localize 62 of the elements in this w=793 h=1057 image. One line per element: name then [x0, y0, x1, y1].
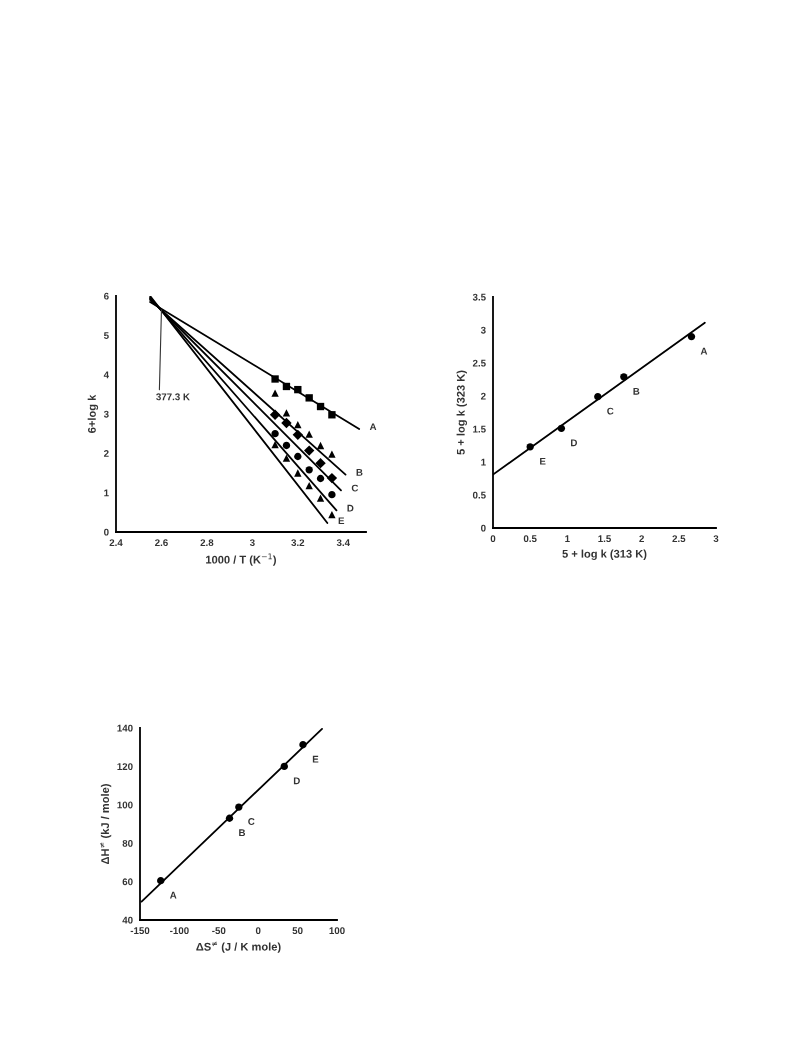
series-label: C — [607, 407, 614, 415]
series-label: A — [369, 423, 377, 431]
series-label: B — [633, 387, 640, 395]
y-tick-label: 40 — [122, 916, 133, 924]
series-label: E — [312, 755, 319, 763]
x-tick-label: 0 — [255, 927, 261, 935]
x-tick-label: 0 — [490, 535, 496, 543]
x-tick-label: 3 — [249, 539, 255, 547]
x-tick-label: 3 — [713, 535, 719, 543]
x-tick-label: 2.8 — [200, 539, 214, 547]
y-tick-label: 140 — [117, 724, 133, 732]
series-label: B — [239, 829, 246, 837]
y-tick-label: 3.5 — [472, 293, 486, 301]
x-tick-label: 100 — [329, 927, 345, 935]
series-label: D — [293, 777, 300, 785]
y-tick-label: 1.5 — [473, 425, 486, 433]
y-tick-label: 6 — [104, 292, 109, 300]
y-tick-label: 1 — [481, 458, 486, 466]
x-tick-label: 1 — [565, 535, 570, 542]
x-tick-label: 3.2 — [291, 539, 305, 547]
y-tick-label: 0 — [481, 524, 486, 532]
series-label: A — [169, 891, 177, 899]
y-tick-label: 120 — [117, 763, 133, 771]
y-tick-label: 2.5 — [472, 359, 486, 367]
y-tick-label: 1 — [104, 489, 109, 497]
x-tick-label: 2.6 — [155, 539, 168, 547]
x-tick-label: 50 — [292, 927, 303, 935]
series-label: C — [248, 818, 255, 825]
x-tick-label: 2.5 — [672, 535, 686, 543]
x-tick-label: 3.4 — [336, 539, 350, 547]
x-axis-title: 5 + log k (313 K) — [562, 549, 647, 560]
series-label: E — [540, 457, 546, 465]
series-label: D — [571, 439, 577, 447]
y-tick-label: 5 — [103, 332, 109, 339]
x-tick-label: 1.5 — [598, 535, 611, 543]
x-tick-label: 2 — [639, 535, 644, 542]
y-tick-label: 0.5 — [472, 491, 486, 499]
y-tick-label: 100 — [117, 801, 133, 809]
y-tick-label: 3 — [103, 410, 109, 418]
y-axis-title: 6+log k — [87, 394, 99, 433]
x-tick-label: -150 — [130, 927, 150, 935]
series-label: D — [347, 504, 354, 512]
y-tick-label: 4 — [103, 371, 109, 379]
y-tick-label: 80 — [122, 839, 133, 847]
x-tick-label: 0.5 — [523, 535, 537, 543]
series-label: E — [338, 517, 345, 525]
series-label: A — [700, 347, 708, 355]
y-tick-label: 2 — [103, 450, 109, 457]
series-label: B — [356, 469, 363, 476]
x-tick-label: -100 — [170, 927, 189, 935]
y-tick-label: 3 — [480, 326, 486, 334]
x-tick-label: 2.4 — [109, 539, 123, 546]
x-axis-title: 1000 / T (K$^{−1}$) — [206, 553, 276, 566]
x-tick-label: -50 — [212, 927, 226, 935]
annotation: 377.3 K — [156, 393, 190, 401]
series-label: C — [351, 484, 359, 492]
y-tick-label: 60 — [122, 878, 133, 886]
y-axis-title: 5 + log k (323 K) — [456, 370, 467, 455]
x-axis-title: ΔS$^{≠}$ (J / K mole) — [196, 941, 281, 953]
y-axis-title: ΔH$^{≠}$ (kJ / mole) — [99, 784, 112, 865]
y-tick-label: 0 — [104, 528, 109, 536]
y-tick-label: 2 — [480, 392, 486, 400]
